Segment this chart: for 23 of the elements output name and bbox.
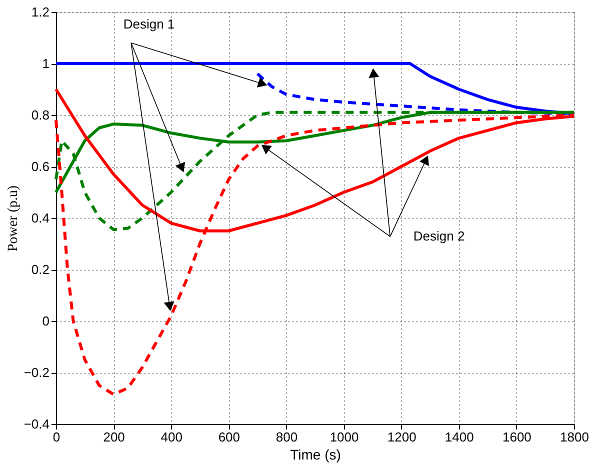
y-tick-label: 0.8 (31, 108, 50, 122)
y-tick-label: 0.6 (31, 159, 50, 174)
y-axis-title: Power (p.u) (6, 185, 21, 252)
y-tick-label: −0.4 (24, 416, 50, 432)
x-tick-label: 0 (52, 430, 60, 444)
y-tick-label: 0 (42, 314, 50, 328)
annotation: Design 2 (413, 228, 465, 244)
x-tick-label: 400 (160, 430, 182, 444)
x-tick-label: 1600 (502, 430, 532, 444)
x-tick-label: 200 (103, 430, 125, 444)
y-tick-label: 0.4 (31, 210, 50, 226)
y-tick-label: −0.2 (24, 365, 50, 380)
x-tick-label: 800 (276, 430, 298, 444)
x-tick-label: 1000 (330, 430, 359, 444)
y-tick-label: 1.2 (31, 4, 50, 20)
x-tick-label: 1800 (560, 430, 589, 444)
y-tick-label: 1 (42, 56, 50, 71)
x-tick-label: 1400 (444, 430, 474, 444)
annotation: Design 1 (123, 16, 175, 32)
x-tick-label: 1200 (387, 430, 416, 444)
y-tick-label: 0.2 (31, 262, 50, 277)
x-axis-title: Time (s) (290, 446, 341, 462)
x-tick-label: 600 (218, 430, 240, 444)
